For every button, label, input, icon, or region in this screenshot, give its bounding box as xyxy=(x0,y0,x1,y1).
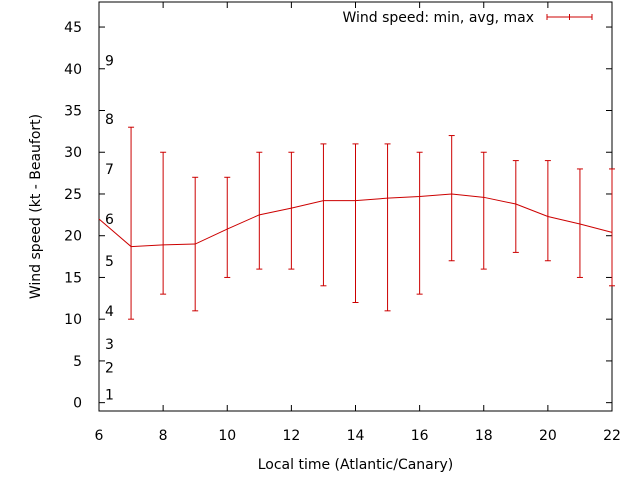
beaufort-label: 2 xyxy=(105,361,114,377)
y-axis-title: Wind speed (kt - Beaufort) xyxy=(28,114,44,299)
y-tick-label: 30 xyxy=(64,145,82,161)
beaufort-label: 6 xyxy=(105,212,114,228)
y-tick-label: 25 xyxy=(64,187,82,203)
x-tick-label: 16 xyxy=(411,428,429,444)
series-layer xyxy=(98,126,615,320)
x-axis-title: Local time (Atlantic/Canary) xyxy=(258,457,454,473)
beaufort-label: 9 xyxy=(105,53,114,69)
beaufort-scale: 1 2 3 4 5 6 7 8 9 xyxy=(105,53,114,403)
y-tick-label: 10 xyxy=(64,312,82,328)
legend-label: Wind speed: min, avg, max xyxy=(342,10,534,26)
beaufort-label: 4 xyxy=(105,304,114,320)
x-tick-label: 18 xyxy=(475,428,493,444)
beaufort-label: 1 xyxy=(105,387,114,403)
beaufort-label: 8 xyxy=(105,112,114,128)
beaufort-label: 5 xyxy=(105,254,114,270)
x-tick-label: 22 xyxy=(603,428,621,444)
beaufort-label: 3 xyxy=(105,337,114,353)
x-tick-label: 6 xyxy=(95,428,104,444)
legend: Wind speed: min, avg, max xyxy=(342,10,593,26)
x-tick-label: 12 xyxy=(282,428,300,444)
x-tick-label: 8 xyxy=(159,428,168,444)
x-tick-label: 20 xyxy=(539,428,557,444)
y-tick-label: 45 xyxy=(64,20,82,36)
y-tick-label: 15 xyxy=(64,270,82,286)
y-tick-label: 20 xyxy=(64,229,82,245)
x-axis: 6 8 10 12 14 16 18 20 22 xyxy=(95,2,621,444)
y-tick-label: 40 xyxy=(64,62,82,78)
y-tick-label: 35 xyxy=(64,104,82,120)
y-tick-label: 5 xyxy=(73,354,82,370)
beaufort-label: 7 xyxy=(105,162,114,178)
y-tick-label: 0 xyxy=(73,396,82,412)
x-tick-label: 10 xyxy=(218,428,236,444)
x-tick-label: 14 xyxy=(347,428,365,444)
